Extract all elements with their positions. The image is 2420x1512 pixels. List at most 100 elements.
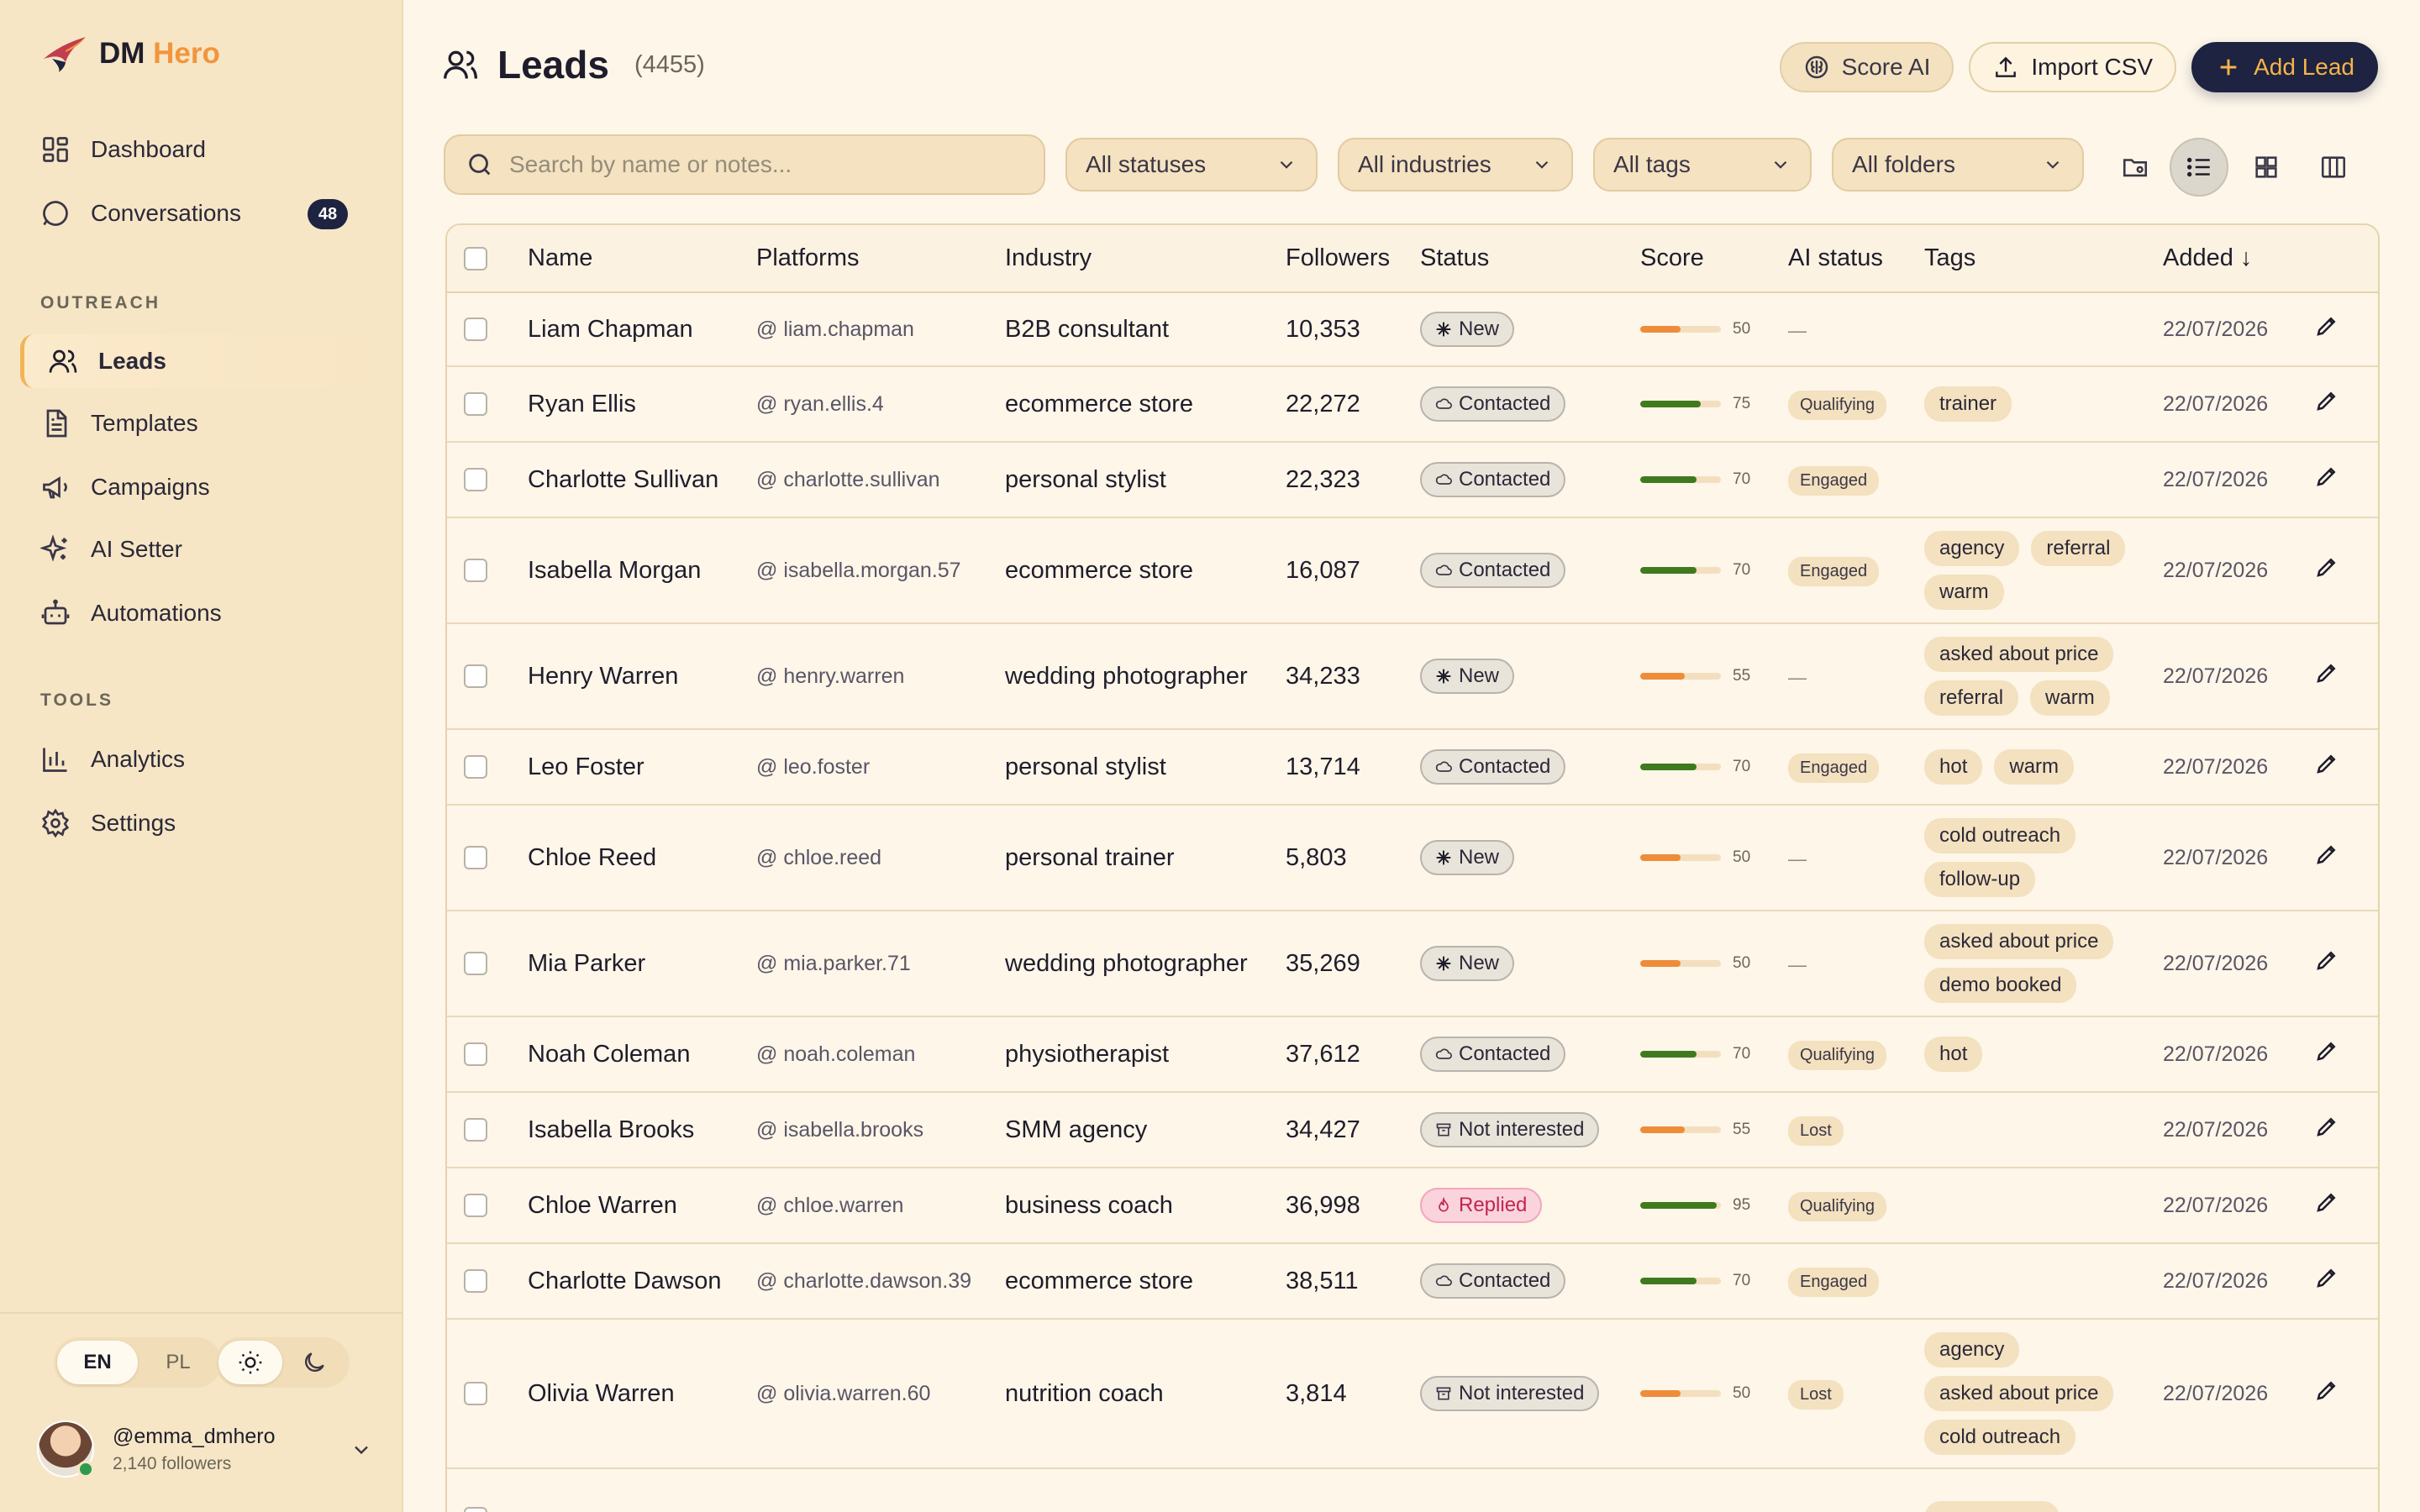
lang-en-button[interactable]: EN xyxy=(57,1341,138,1384)
row-checkbox[interactable] xyxy=(464,1269,487,1293)
add-lead-button[interactable]: Add Lead xyxy=(2191,42,2378,92)
col-followers[interactable]: Followers xyxy=(1286,225,1420,293)
platform-handle[interactable]: @ mia.parker.71 xyxy=(756,911,1005,1017)
account-menu[interactable]: @emma_dmhero 2,140 followers xyxy=(37,1420,373,1478)
tag-chip[interactable]: warm xyxy=(2030,680,2110,716)
col-score[interactable]: Score xyxy=(1640,225,1788,293)
table-row[interactable]: Charlotte Dawson @ charlotte.dawson.39 eco… xyxy=(447,1243,2378,1320)
tag-chip[interactable]: demo booked xyxy=(1924,968,2077,1003)
row-checkbox[interactable] xyxy=(464,1507,487,1512)
lead-name[interactable]: Chloe Warren xyxy=(528,1168,756,1244)
sidebar-item-automations[interactable]: Automations xyxy=(20,586,365,640)
status-badge[interactable]: New xyxy=(1420,946,1515,981)
col-added[interactable]: Added ↓ xyxy=(2163,225,2314,293)
row-checkbox[interactable] xyxy=(464,1194,487,1217)
sidebar-item-templates[interactable]: Templates xyxy=(20,396,365,450)
search-input[interactable] xyxy=(509,151,1013,178)
col-ai-status[interactable]: AI status xyxy=(1788,225,1924,293)
lead-name[interactable]: Ryan Ellis xyxy=(528,366,756,443)
tag-chip[interactable]: referral xyxy=(1924,680,2019,716)
row-checkbox[interactable] xyxy=(464,1118,487,1142)
tag-chip[interactable]: trainer xyxy=(1924,386,2012,422)
table-row[interactable]: Liam Chapman @ liam.chapman B2B consultant… xyxy=(447,292,2378,367)
tag-chip[interactable]: asked about price xyxy=(1924,924,2114,959)
status-badge[interactable]: Contacted xyxy=(1420,1263,1566,1299)
edit-lead-button[interactable] xyxy=(2314,558,2339,585)
edit-lead-button[interactable] xyxy=(2314,1042,2339,1069)
platform-handle[interactable]: @ chloe.warren xyxy=(756,1168,1005,1244)
tag-chip[interactable]: referral xyxy=(2031,531,2126,566)
col-platforms[interactable]: Platforms xyxy=(756,225,1005,293)
status-badge[interactable]: Replied xyxy=(1420,1188,1543,1223)
lead-name[interactable]: Leo Foster xyxy=(528,729,756,806)
edit-lead-button[interactable] xyxy=(2314,1268,2339,1296)
status-badge[interactable]: Contacted xyxy=(1420,553,1566,588)
table-row[interactable]: Isabella Morgan @ isabella.morgan.57 ecomm… xyxy=(447,517,2378,624)
lead-name[interactable]: Olivia Warren xyxy=(528,1319,756,1469)
edit-lead-button[interactable] xyxy=(2314,1193,2339,1221)
lead-name[interactable]: Liam Chapman xyxy=(528,292,756,367)
row-checkbox[interactable] xyxy=(464,1382,487,1405)
row-checkbox[interactable] xyxy=(464,755,487,779)
edit-lead-button[interactable] xyxy=(2314,317,2339,344)
platform-handle[interactable]: @ noah.coleman xyxy=(756,1016,1005,1093)
table-row[interactable]: Isabella Brooks @ isabella.brooks SMM agen… xyxy=(447,1092,2378,1168)
score-ai-button[interactable]: Score AI xyxy=(1779,42,1954,92)
platform-handle[interactable]: @ liam.chapman xyxy=(756,292,1005,367)
import-csv-button[interactable]: Import CSV xyxy=(1969,42,2177,92)
lead-name[interactable]: Charlotte Sullivan xyxy=(528,442,756,518)
sidebar-item-campaigns[interactable]: Campaigns xyxy=(20,460,365,514)
platform-handle[interactable]: @ isabella.morgan.57 xyxy=(756,517,1005,624)
row-checkbox[interactable] xyxy=(464,392,487,416)
sidebar-item-analytics[interactable]: Analytics xyxy=(20,732,365,786)
lead-name[interactable] xyxy=(528,1468,756,1512)
tag-chip[interactable]: cold outreach xyxy=(1924,818,2076,853)
lead-name[interactable]: Chloe Reed xyxy=(528,805,756,911)
tag-chip[interactable]: asked about price xyxy=(1924,1376,2114,1411)
manage-folders-button[interactable] xyxy=(2106,138,2165,197)
table-row[interactable]: Chloe Warren @ chloe.warren business coach… xyxy=(447,1168,2378,1244)
platform-handle[interactable]: @ henry.warren xyxy=(756,623,1005,730)
lead-name[interactable]: Isabella Morgan xyxy=(528,517,756,624)
col-tags[interactable]: Tags xyxy=(1924,225,2163,293)
dark-theme-button[interactable] xyxy=(282,1341,346,1384)
table-row[interactable]: Mia Parker @ mia.parker.71 wedding photogr… xyxy=(447,911,2378,1017)
status-badge[interactable]: Contacted xyxy=(1420,462,1566,497)
tag-chip[interactable]: hot xyxy=(1924,1037,1983,1072)
status-badge[interactable]: Not interested xyxy=(1420,1376,1600,1411)
edit-lead-button[interactable] xyxy=(2314,754,2339,782)
platform-handle[interactable]: @ olivia.warren.60 xyxy=(756,1319,1005,1469)
platform-handle[interactable]: @ ryan.ellis.4 xyxy=(756,366,1005,443)
platform-handle[interactable]: @ isabella.brooks xyxy=(756,1092,1005,1168)
row-checkbox[interactable] xyxy=(464,318,487,341)
list-view-button[interactable] xyxy=(2170,138,2228,197)
status-badge[interactable]: New xyxy=(1420,312,1515,347)
row-checkbox[interactable] xyxy=(464,664,487,688)
tag-chip[interactable]: agency xyxy=(1924,1332,2020,1368)
sidebar-item-dashboard[interactable]: Dashboard xyxy=(20,123,365,176)
lead-name[interactable]: Henry Warren xyxy=(528,623,756,730)
sidebar-item-settings[interactable]: Settings xyxy=(20,796,365,850)
row-checkbox[interactable] xyxy=(464,952,487,975)
table-row[interactable]: Leo Foster @ leo.foster personal stylist 13… xyxy=(447,729,2378,806)
platform-handle[interactable]: @ chloe.reed xyxy=(756,805,1005,911)
light-theme-button[interactable] xyxy=(218,1341,282,1384)
status-badge[interactable]: Contacted xyxy=(1420,1037,1566,1072)
status-badge[interactable]: Not interested xyxy=(1420,1112,1600,1147)
tag-chip[interactable]: follow-up xyxy=(1924,862,2036,897)
tag-chip[interactable]: agency xyxy=(1924,531,2020,566)
table-row[interactable]: Ryan Ellis @ ryan.ellis.4 ecommerce store 2… xyxy=(447,366,2378,443)
sidebar-item-leads[interactable]: Leads xyxy=(20,334,365,388)
col-name[interactable]: Name xyxy=(528,225,756,293)
status-badge[interactable]: New xyxy=(1420,840,1515,875)
lead-name[interactable]: Mia Parker xyxy=(528,911,756,1017)
tag-chip[interactable]: ecommerce xyxy=(1924,1501,2060,1512)
platform-handle[interactable] xyxy=(756,1468,1005,1512)
status-badge[interactable]: Contacted xyxy=(1420,749,1566,785)
kanban-view-button[interactable] xyxy=(2304,138,2363,197)
industry-filter[interactable]: All industries xyxy=(1338,138,1573,192)
edit-lead-button[interactable] xyxy=(2314,1117,2339,1145)
row-checkbox[interactable] xyxy=(464,846,487,869)
edit-lead-button[interactable] xyxy=(2314,664,2339,691)
table-row[interactable]: Chloe Reed @ chloe.reed personal trainer 5,… xyxy=(447,805,2378,911)
